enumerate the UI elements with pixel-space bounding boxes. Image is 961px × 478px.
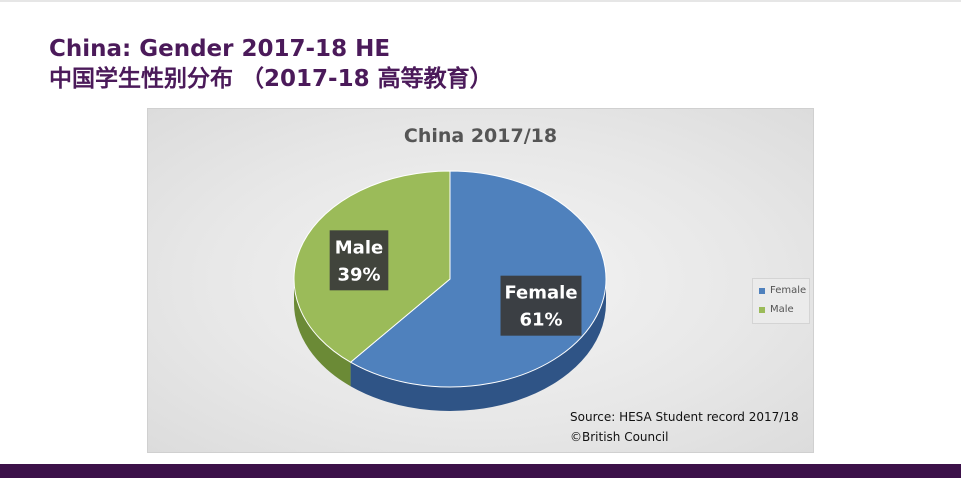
legend-swatch-male bbox=[759, 306, 765, 313]
legend-item-female: Female bbox=[759, 285, 806, 296]
data-label-female: Female 61% bbox=[500, 275, 582, 336]
source-note: Source: HESA Student record 2017/18 ©Bri… bbox=[570, 407, 799, 447]
copyright-line: ©British Council bbox=[570, 430, 669, 444]
legend-label-female: Female bbox=[770, 285, 807, 296]
pie-chart-card: China 2017/18 Female 61% Male 39% Female Ma… bbox=[147, 108, 814, 453]
legend-item-male: Male bbox=[759, 304, 794, 315]
data-label-box-male bbox=[329, 230, 389, 291]
pie-side-male bbox=[294, 279, 351, 387]
data-label-male: Male 39% bbox=[329, 230, 389, 291]
pie-side-female bbox=[350, 279, 606, 411]
data-label-text-male: 39% bbox=[337, 264, 380, 285]
pie-chart: Female 61% Male 39% bbox=[293, 170, 607, 411]
slide-title-english: China: Gender 2017-18 HE bbox=[49, 36, 391, 62]
data-label-text-female: 61% bbox=[519, 310, 562, 331]
legend-swatch-female bbox=[759, 287, 765, 294]
chart-legend: Female Male bbox=[752, 278, 810, 324]
data-label-text-female: Female bbox=[504, 283, 577, 304]
legend-label-male: Male bbox=[770, 304, 794, 315]
chart-title: China 2017/18 bbox=[403, 125, 558, 147]
slide-title-chinese: 中国学生性别分布 （2017-18 高等教育） bbox=[49, 66, 493, 92]
top-divider bbox=[0, 0, 961, 2]
footer-band bbox=[0, 464, 961, 478]
data-label-text-male: Male bbox=[335, 237, 383, 258]
slide-title: China: Gender 2017-18 HE 中国学生性别分布 （2017-… bbox=[49, 34, 493, 94]
source-line: Source: HESA Student record 2017/18 bbox=[570, 410, 799, 424]
data-label-box-female bbox=[500, 275, 582, 336]
